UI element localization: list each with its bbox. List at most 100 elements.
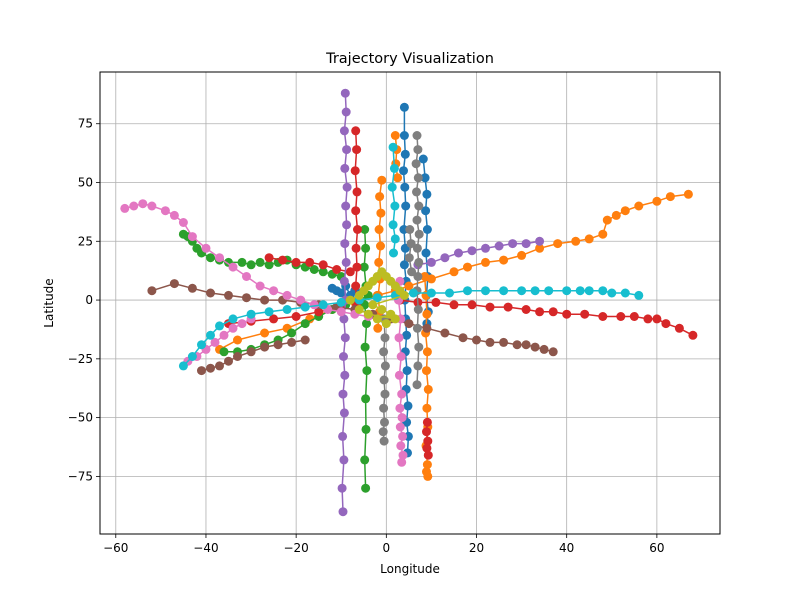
trajectory-point bbox=[584, 286, 594, 296]
trajectory-point bbox=[398, 431, 408, 441]
trajectory-point bbox=[423, 436, 433, 446]
trajectory-point bbox=[404, 281, 414, 291]
trajectory-point bbox=[412, 243, 422, 253]
trajectory-point bbox=[215, 361, 224, 371]
trajectory-point bbox=[399, 166, 408, 176]
trajectory-point bbox=[397, 457, 407, 467]
trajectory-point bbox=[426, 257, 436, 267]
trajectory-point bbox=[402, 330, 412, 340]
trajectory-series bbox=[394, 276, 408, 467]
trajectory-point bbox=[187, 283, 197, 293]
trajectory-point bbox=[535, 307, 545, 317]
trajectory-point bbox=[380, 333, 390, 343]
trajectory-point bbox=[584, 234, 594, 244]
trajectory-point bbox=[544, 286, 554, 296]
trajectory-point bbox=[219, 347, 229, 357]
trajectory-point bbox=[408, 288, 418, 298]
chart-title: Trajectory Visualization bbox=[325, 51, 494, 67]
trajectory-point bbox=[499, 286, 509, 296]
trajectory-point bbox=[338, 431, 348, 441]
trajectory-point bbox=[539, 344, 549, 354]
x-tick-label: 0 bbox=[383, 541, 391, 555]
trajectory-point bbox=[260, 295, 270, 305]
trajectory-point bbox=[120, 203, 130, 213]
trajectory-point bbox=[255, 281, 265, 291]
trajectory-point bbox=[481, 257, 490, 267]
trajectory-series bbox=[345, 267, 409, 329]
trajectory-point bbox=[422, 460, 432, 470]
trajectory-point bbox=[160, 206, 170, 216]
trajectory-point bbox=[414, 229, 424, 239]
trajectory-point bbox=[412, 131, 422, 140]
trajectory-point bbox=[399, 260, 409, 270]
trajectory-point bbox=[219, 330, 229, 340]
trajectory-point bbox=[634, 290, 644, 300]
trajectory-point bbox=[264, 307, 274, 317]
trajectory-point bbox=[269, 286, 279, 296]
trajectory-series bbox=[197, 335, 310, 376]
trajectory-point bbox=[463, 262, 472, 272]
trajectory-point bbox=[643, 314, 653, 324]
trajectory-point bbox=[210, 337, 220, 347]
trajectory-point bbox=[147, 286, 157, 296]
trajectory-point bbox=[449, 300, 459, 310]
trajectory-point bbox=[411, 159, 421, 169]
trajectory-point bbox=[407, 267, 417, 277]
trajectory-point bbox=[517, 250, 527, 260]
trajectory-point bbox=[360, 225, 370, 234]
trajectory-point bbox=[620, 206, 630, 216]
trajectory-point bbox=[420, 272, 430, 281]
trajectory-point bbox=[187, 352, 197, 361]
trajectory-point bbox=[611, 210, 621, 220]
trajectory-point bbox=[360, 455, 370, 465]
trajectory-point bbox=[553, 239, 563, 249]
trajectory-point bbox=[467, 246, 477, 256]
trajectory-point bbox=[397, 389, 407, 399]
trajectory-point bbox=[341, 201, 351, 211]
x-tick-label: 20 bbox=[469, 541, 484, 555]
trajectory-point bbox=[178, 361, 188, 371]
trajectory-point bbox=[431, 297, 441, 307]
trajectory-point bbox=[399, 102, 409, 112]
trajectory-point bbox=[362, 319, 371, 329]
trajectory-point bbox=[395, 422, 405, 432]
trajectory-point bbox=[404, 319, 414, 329]
trajectory-point bbox=[129, 201, 139, 211]
trajectory-point bbox=[342, 182, 352, 192]
trajectory-point bbox=[340, 370, 350, 380]
trajectory-point bbox=[485, 302, 495, 312]
trajectory-point bbox=[233, 335, 242, 345]
trajectory-point bbox=[422, 309, 432, 319]
trajectory-point bbox=[548, 347, 558, 357]
trajectory-point bbox=[201, 243, 211, 253]
trajectory-series bbox=[264, 253, 355, 277]
trajectory-point bbox=[350, 166, 360, 176]
trajectory-point bbox=[481, 243, 490, 253]
trajectory-point bbox=[215, 253, 224, 263]
trajectory-point bbox=[363, 309, 373, 319]
trajectory-point bbox=[341, 257, 351, 267]
plot-area bbox=[120, 88, 698, 517]
trajectory-point bbox=[345, 267, 355, 277]
trajectory-point bbox=[422, 189, 432, 199]
trajectory-point bbox=[399, 131, 409, 140]
trajectory-point bbox=[423, 450, 433, 460]
trajectory-point bbox=[512, 340, 522, 350]
trajectory-point bbox=[494, 241, 504, 251]
trajectory-point bbox=[368, 300, 378, 310]
trajectory-point bbox=[377, 305, 387, 314]
trajectory-point bbox=[396, 441, 406, 451]
trajectory-point bbox=[390, 314, 400, 324]
trajectory-point bbox=[337, 483, 347, 493]
trajectory-point bbox=[548, 307, 558, 317]
trajectory-point bbox=[380, 361, 390, 371]
trajectory-point bbox=[688, 330, 698, 340]
trajectory-point bbox=[352, 187, 362, 197]
trajectory-point bbox=[421, 248, 431, 258]
trajectory-point bbox=[422, 323, 432, 333]
trajectory-point bbox=[423, 384, 433, 394]
trajectory-point bbox=[517, 286, 527, 296]
trajectory-point bbox=[463, 286, 472, 296]
trajectory-point bbox=[503, 302, 513, 312]
